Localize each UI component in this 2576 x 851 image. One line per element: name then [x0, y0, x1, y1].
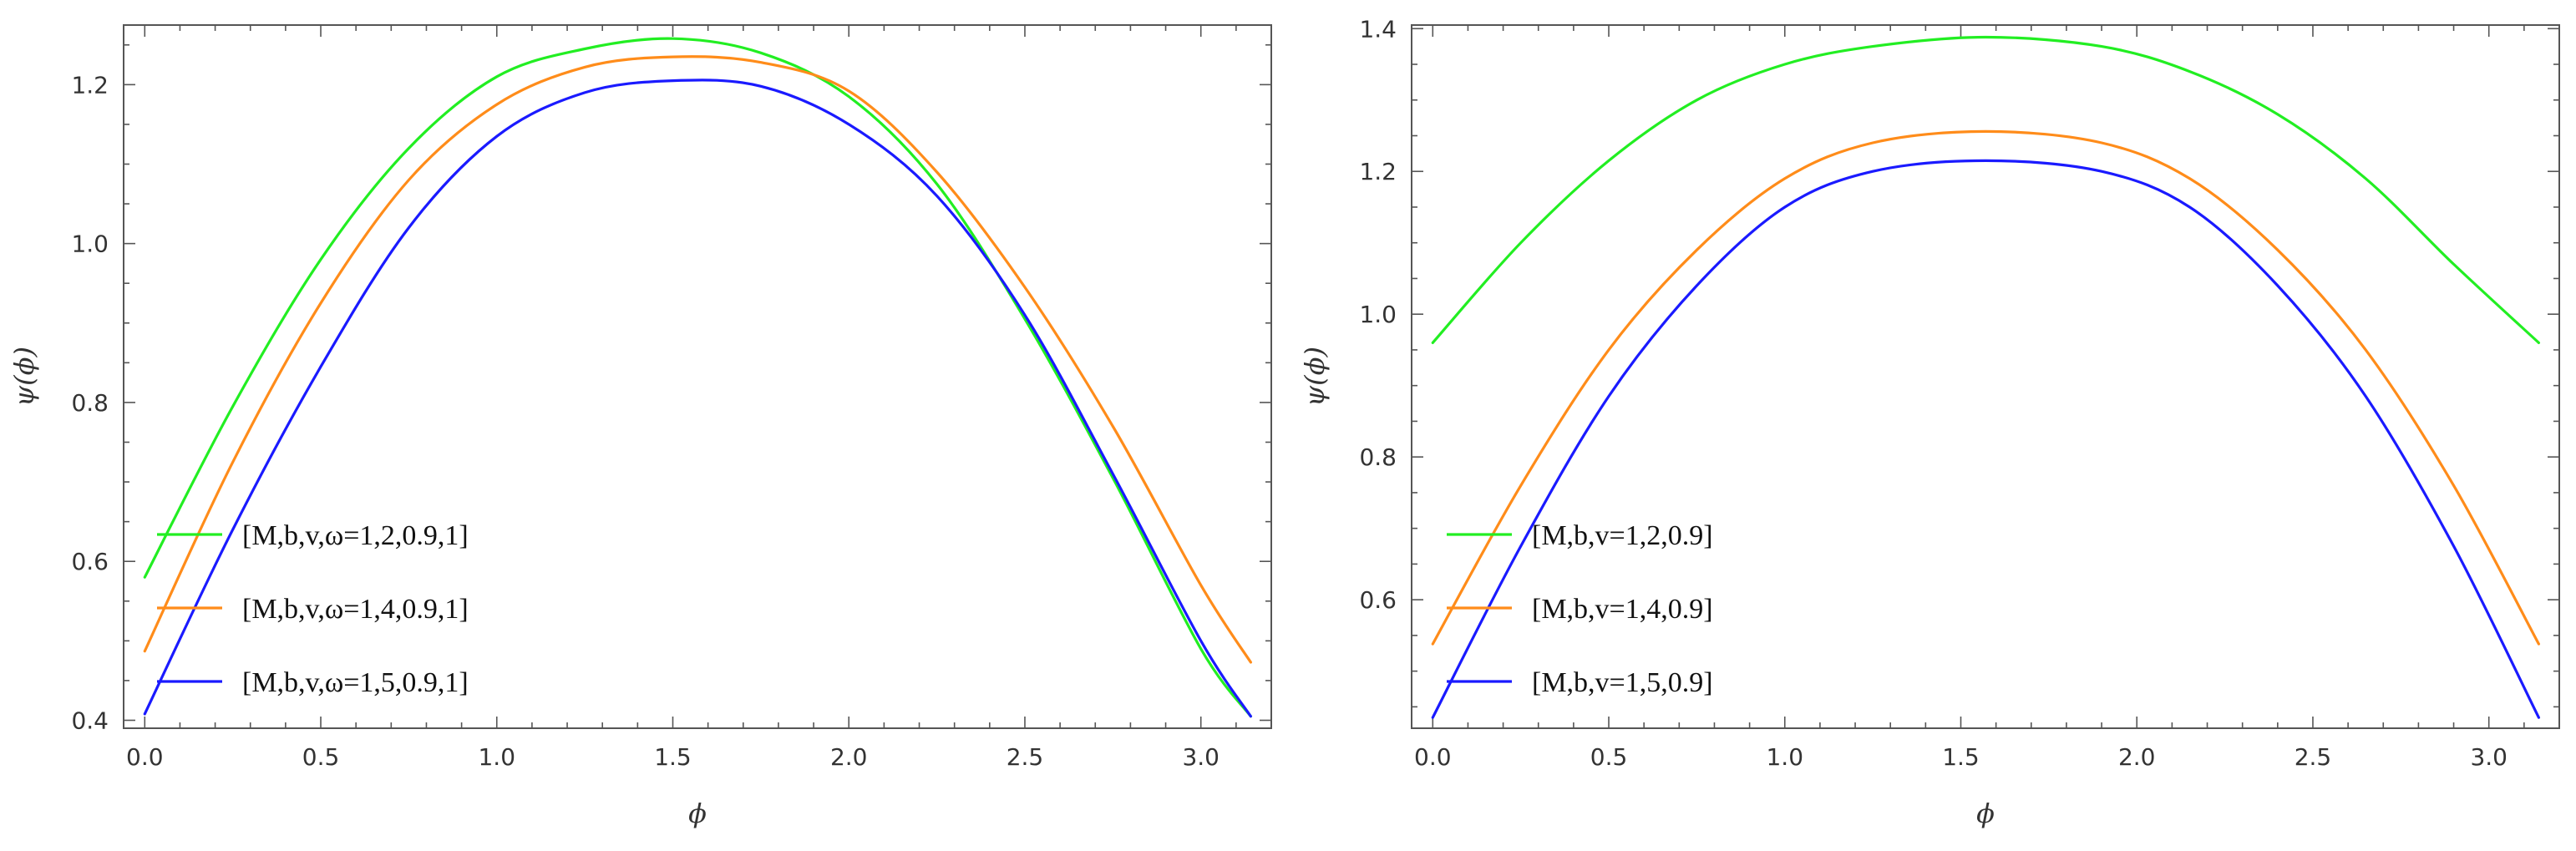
legend-label-3: [M,b,v=1,5,0.9] [1532, 667, 1713, 698]
series-line-2 [143, 55, 1252, 664]
x-axis-label: ϕ [1976, 798, 1995, 829]
y-tick-label: 1.0 [1359, 301, 1397, 328]
series-line-1 [143, 37, 1252, 718]
y-tick-label: 1.2 [71, 71, 109, 99]
series-line-1 [1431, 35, 2540, 344]
x-tick-label: 0.0 [126, 743, 164, 771]
y-axis-label: ψ(ϕ) [8, 347, 40, 407]
x-tick-label: 1.5 [1942, 743, 1980, 771]
series-line-3 [1431, 159, 2540, 719]
legend-label-1: [M,b,v,ω=1,2,0.9,1] [242, 520, 469, 551]
y-tick-label: 0.4 [71, 707, 109, 734]
x-tick-label: 0.5 [1590, 743, 1628, 771]
y-tick-label: 0.6 [71, 548, 109, 575]
y-tick-label: 1.0 [71, 230, 109, 258]
series-line-2 [1431, 129, 2540, 646]
legend-label-2: [M,b,v,ω=1,4,0.9,1] [242, 594, 469, 625]
x-tick-label: 2.5 [1007, 743, 1044, 771]
x-tick-label: 3.0 [1182, 743, 1220, 771]
x-tick-label: 0.5 [302, 743, 340, 771]
series-line-3 [143, 79, 1252, 718]
x-tick-label: 1.0 [1766, 743, 1803, 771]
x-tick-label: 0.0 [1414, 743, 1452, 771]
plot-frame [123, 24, 1272, 729]
legend-label-2: [M,b,v=1,4,0.9] [1532, 594, 1713, 625]
x-tick-label: 2.0 [830, 743, 868, 771]
x-tick-label: 2.0 [2118, 743, 2156, 771]
y-tick-label: 0.8 [1359, 443, 1397, 471]
x-tick-label: 2.5 [2295, 743, 2332, 771]
legend-label-1: [M,b,v=1,2,0.9] [1532, 520, 1713, 551]
x-tick-label: 1.5 [654, 743, 692, 771]
x-axis-label: ϕ [688, 798, 707, 829]
y-tick-label: 0.6 [1359, 586, 1397, 614]
legend-label-3: [M,b,v,ω=1,5,0.9,1] [242, 667, 469, 698]
y-tick-label: 1.2 [1359, 158, 1397, 185]
left-chart-panel: 0.0 0.5 1.0 1.5 2.0 2.5 3.0 0.4 0.6 0.8 1.0 1.2 ϕ ψ(ϕ… [8, 24, 1272, 829]
y-axis-label: ψ(ϕ) [1299, 347, 1331, 407]
x-tick-label: 1.0 [478, 743, 515, 771]
y-tick-label: 0.8 [71, 389, 109, 417]
right-chart-panel: 0.0 0.5 1.0 1.5 2.0 2.5 3.0 0.6 0.8 1.0 1.2 1.4 ϕ ψ(ϕ… [1299, 15, 2560, 829]
plot-frame [1411, 24, 2560, 729]
y-tick-label: 1.4 [1359, 15, 1397, 43]
x-tick-label: 3.0 [2470, 743, 2508, 771]
